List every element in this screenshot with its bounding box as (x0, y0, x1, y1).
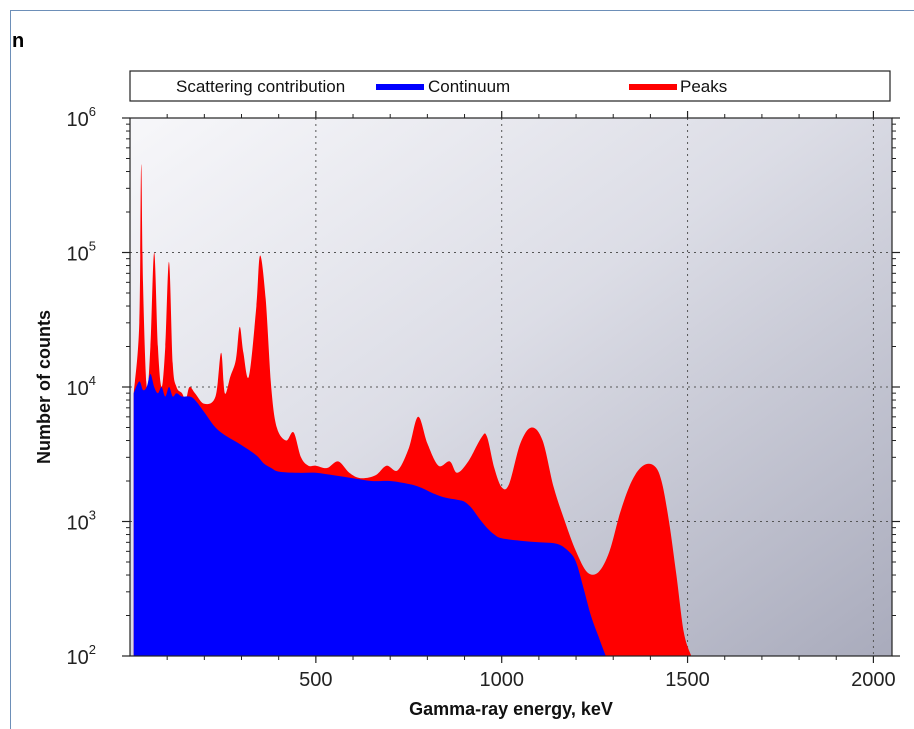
y-tick-exponent: 3 (89, 508, 96, 523)
y-axis-title: Number of counts (34, 310, 54, 464)
legend-heading: Scattering contribution (176, 77, 345, 96)
legend-label-continuum: Continuum (428, 77, 510, 96)
page-fragment-text: n (12, 30, 25, 52)
x-tick-label: 1000 (479, 669, 524, 691)
legend-label-peaks: Peaks (680, 77, 727, 96)
series-group (133, 164, 692, 656)
y-tick-exponent: 4 (89, 373, 96, 388)
y-tick-label: 105 (67, 239, 96, 266)
y-tick-label: 103 (67, 508, 96, 535)
y-tick-exponent: 6 (89, 104, 96, 119)
x-axis-title: Gamma-ray energy, keV (409, 699, 613, 719)
figure-frame (10, 10, 914, 729)
y-tick-exponent: 2 (89, 642, 96, 657)
legend-swatch-peaks (629, 84, 677, 90)
legend-box (129, 70, 891, 102)
x-tick-label: 2000 (851, 669, 896, 691)
x-tick-label: 1500 (665, 669, 710, 691)
y-tick-label: 102 (67, 642, 96, 669)
x-tick-label: 500 (299, 669, 332, 691)
y-tick-exponent: 5 (89, 239, 96, 254)
series-area-continuum (133, 374, 606, 656)
y-tick-label: 106 (67, 104, 96, 131)
legend-swatch-continuum (376, 84, 424, 90)
legend: Scattering contribution Continuum Peaks (129, 70, 891, 102)
y-tick-label: 104 (67, 373, 96, 400)
